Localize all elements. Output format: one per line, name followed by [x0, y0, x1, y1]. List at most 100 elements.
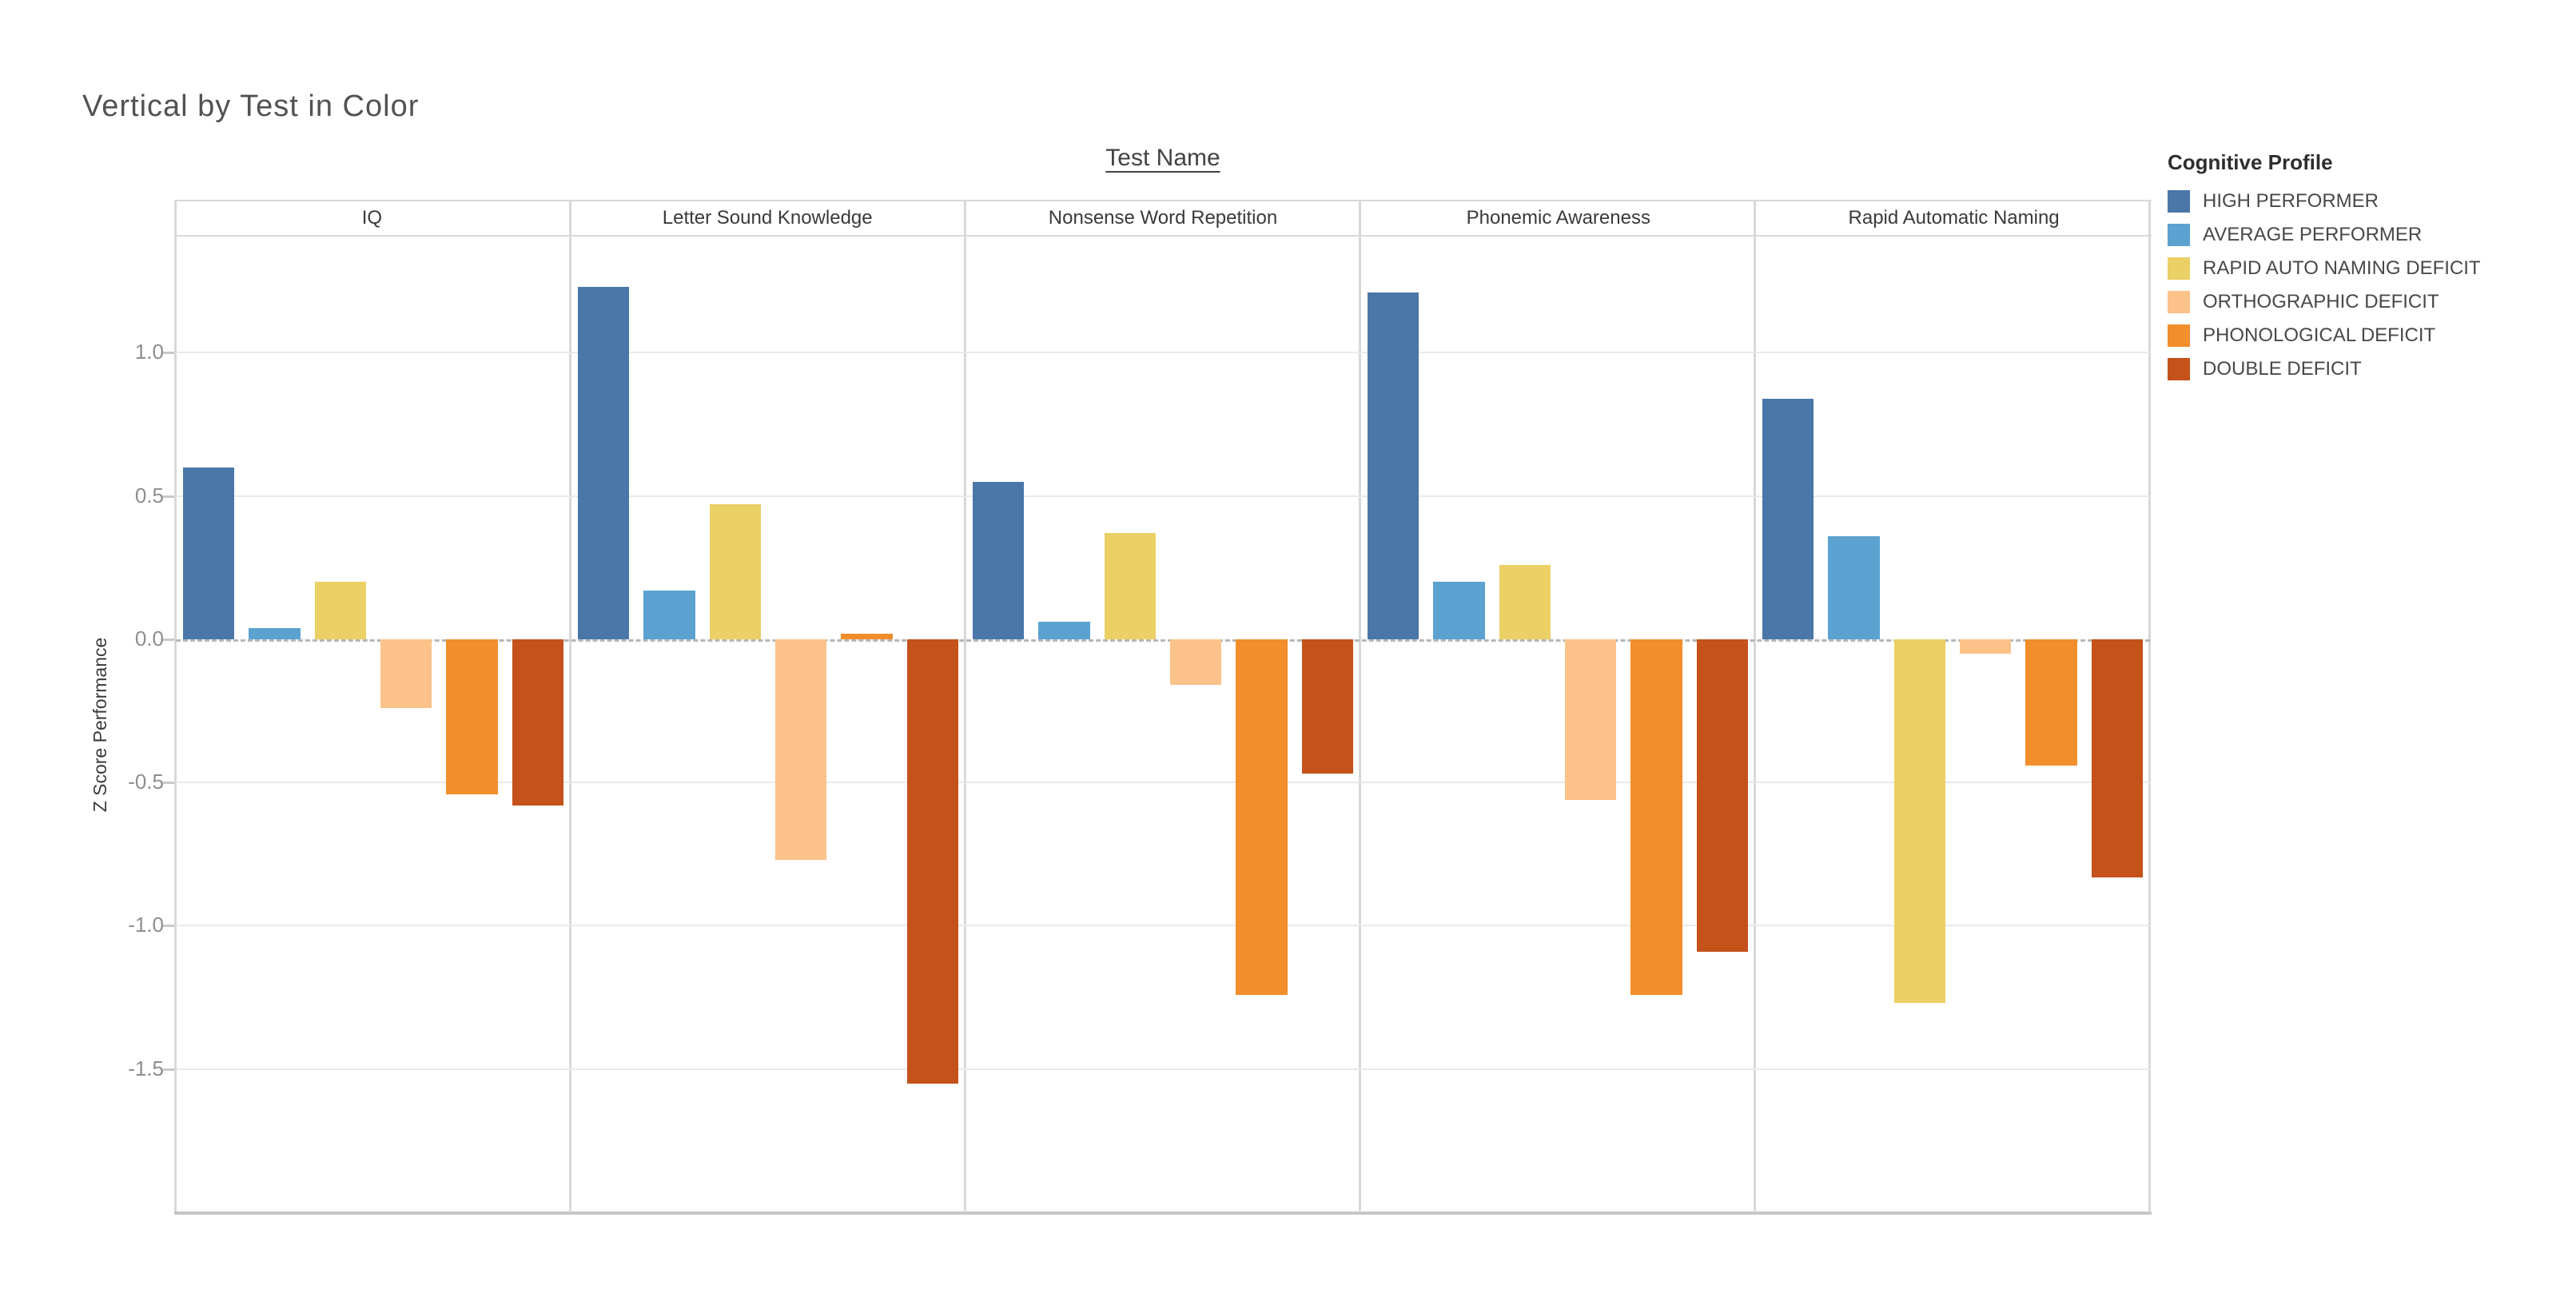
legend-item-label: DOUBLE DEFICIT — [2203, 358, 2362, 380]
bar-nonsense-word-repetition-double-deficit[interactable] — [1301, 639, 1353, 774]
bar-slot — [1887, 238, 1953, 1212]
bar-phonemic-awareness-phonological-deficit[interactable] — [1630, 639, 1682, 995]
legend-item-double-deficit[interactable]: DOUBLE DEFICIT — [2168, 352, 2481, 386]
bar-rapid-automatic-naming-high-performer[interactable] — [1762, 398, 1814, 639]
plot-bottom-border — [174, 1211, 2152, 1215]
panel-letter-sound-knowledge — [571, 238, 966, 1212]
y-tick-label-0.0: 0.0 — [134, 626, 164, 650]
bar-nonsense-word-repetition-average-performer[interactable] — [1038, 622, 1090, 639]
panel-rapid-automatic-naming — [1755, 238, 2150, 1212]
bar-letter-sound-knowledge-high-performer[interactable] — [578, 286, 630, 639]
panel-nonsense-word-repetition — [966, 238, 1360, 1212]
bar-slot — [176, 238, 241, 1212]
legend-item-label: PHONOLOGICAL DEFICIT — [2203, 324, 2436, 346]
legend-items: HIGH PERFORMER AVERAGE PERFORMER RAPID AUT… — [2168, 185, 2481, 386]
column-header-phonemic-awareness: Phonemic Awareness — [1466, 207, 1650, 229]
bar-nonsense-word-repetition-orthographic-deficit[interactable] — [1170, 639, 1222, 686]
bar-phonemic-awareness-orthographic-deficit[interactable] — [1565, 639, 1617, 800]
y-tick-mark — [163, 495, 174, 498]
legend-item-label: AVERAGE PERFORMER — [2203, 224, 2423, 245]
bar-nonsense-word-repetition-phonological-deficit[interactable] — [1236, 639, 1288, 995]
legend-item-label: RAPID AUTO NAMING DEFICIT — [2203, 257, 2481, 279]
bar-slot — [505, 238, 571, 1212]
column-header-band: IQ Letter Sound Knowledge Nonsense Word Re… — [174, 200, 2152, 237]
bar-slot — [966, 238, 1031, 1212]
bar-nonsense-word-repetition-rapid-auto-naming-deficit[interactable] — [1104, 533, 1156, 639]
plot-area — [176, 238, 2150, 1212]
bar-iq-rapid-auto-naming-deficit[interactable] — [314, 582, 366, 639]
bar-letter-sound-knowledge-rapid-auto-naming-deficit[interactable] — [709, 504, 761, 639]
bar-slot — [636, 238, 702, 1212]
bar-rapid-automatic-naming-orthographic-deficit[interactable] — [1960, 639, 2012, 654]
bar-slot — [571, 238, 636, 1212]
gridline--1.5 — [176, 1068, 2150, 1070]
bar-iq-double-deficit[interactable] — [512, 639, 563, 806]
bar-slot — [308, 238, 373, 1212]
chart-title: Vertical by Test in Color — [82, 90, 420, 123]
bar-iq-average-performer[interactable] — [249, 627, 301, 639]
bar-letter-sound-knowledge-orthographic-deficit[interactable] — [775, 639, 827, 860]
bar-slot — [2018, 238, 2084, 1212]
bar-letter-sound-knowledge-average-performer[interactable] — [643, 591, 695, 639]
y-axis-line — [174, 200, 177, 1214]
legend-item-high-performer[interactable]: HIGH PERFORMER — [2168, 185, 2481, 218]
legend-item-rapid-auto-naming-deficit[interactable]: RAPID AUTO NAMING DEFICIT — [2168, 252, 2481, 285]
y-tick-mark — [163, 925, 174, 928]
y-tick-label--0.5: -0.5 — [128, 770, 164, 794]
bar-iq-high-performer[interactable] — [183, 467, 235, 639]
gridline--0.5 — [176, 782, 2150, 784]
y-tick-mark — [163, 352, 174, 355]
y-axis-tick-labels: 1.0 0.5 0.0 -0.5 -1.0 -1.5 — [32, 238, 164, 1212]
column-header-letter-sound-knowledge: Letter Sound Knowledge — [662, 207, 873, 229]
bar-phonemic-awareness-high-performer[interactable] — [1368, 292, 1419, 639]
bar-slot — [2084, 238, 2150, 1212]
bar-phonemic-awareness-average-performer[interactable] — [1433, 582, 1485, 639]
bar-slot — [1623, 238, 1689, 1212]
legend-swatch-icon — [2168, 358, 2190, 380]
bar-slot — [1031, 238, 1097, 1212]
bar-letter-sound-knowledge-phonological-deficit[interactable] — [841, 633, 893, 639]
panels — [176, 238, 2150, 1212]
bar-phonemic-awareness-rapid-auto-naming-deficit[interactable] — [1499, 564, 1551, 639]
bar-slot — [1821, 238, 1886, 1212]
gridline-0.5 — [176, 495, 2150, 497]
legend-item-average-performer[interactable]: AVERAGE PERFORMER — [2168, 218, 2481, 252]
legend-item-orthographic-deficit[interactable]: ORTHOGRAPHIC DEFICIT — [2168, 285, 2481, 319]
legend-title: Cognitive Profile — [2168, 150, 2333, 174]
legend-swatch-icon — [2168, 224, 2190, 246]
y-tick-mark — [163, 782, 174, 785]
bar-slot — [1360, 238, 1426, 1212]
bar-slot — [1492, 238, 1558, 1212]
bar-slot — [768, 238, 834, 1212]
column-header-iq: IQ — [361, 207, 383, 229]
legend: Cognitive Profile HIGH PERFORMER AVERAGE … — [2168, 150, 2481, 386]
bar-iq-phonological-deficit[interactable] — [446, 639, 498, 794]
legend-item-phonological-deficit[interactable]: PHONOLOGICAL DEFICIT — [2168, 319, 2481, 352]
legend-swatch-icon — [2168, 291, 2190, 313]
bar-slot — [703, 238, 768, 1212]
bar-iq-orthographic-deficit[interactable] — [380, 639, 432, 708]
bar-slot — [1426, 238, 1491, 1212]
gridline-1 — [176, 352, 2150, 354]
bar-rapid-automatic-naming-rapid-auto-naming-deficit[interactable] — [1893, 639, 1945, 1004]
bar-nonsense-word-repetition-high-performer[interactable] — [973, 481, 1025, 639]
bar-slot — [439, 238, 504, 1212]
column-header-nonsense-word-repetition: Nonsense Word Repetition — [1048, 207, 1278, 229]
bar-slot — [900, 238, 966, 1212]
bar-phonemic-awareness-double-deficit[interactable] — [1696, 639, 1748, 952]
bar-slot — [1690, 238, 1755, 1212]
bar-slot — [1228, 238, 1294, 1212]
bar-rapid-automatic-naming-double-deficit[interactable] — [2091, 639, 2143, 877]
bar-slot — [1097, 238, 1163, 1212]
bar-rapid-automatic-naming-average-performer[interactable] — [1828, 535, 1880, 639]
bar-letter-sound-knowledge-double-deficit[interactable] — [906, 639, 958, 1084]
bar-slot — [1755, 238, 1821, 1212]
panel-iq — [176, 238, 571, 1212]
legend-item-label: ORTHOGRAPHIC DEFICIT — [2203, 291, 2439, 312]
column-header-rapid-automatic-naming: Rapid Automatic Naming — [1848, 207, 2060, 229]
bar-rapid-automatic-naming-phonological-deficit[interactable] — [2025, 639, 2077, 766]
legend-item-label: HIGH PERFORMER — [2203, 190, 2379, 212]
y-tick-mark — [163, 638, 174, 641]
legend-swatch-icon — [2168, 324, 2190, 347]
legend-swatch-icon — [2168, 257, 2190, 280]
